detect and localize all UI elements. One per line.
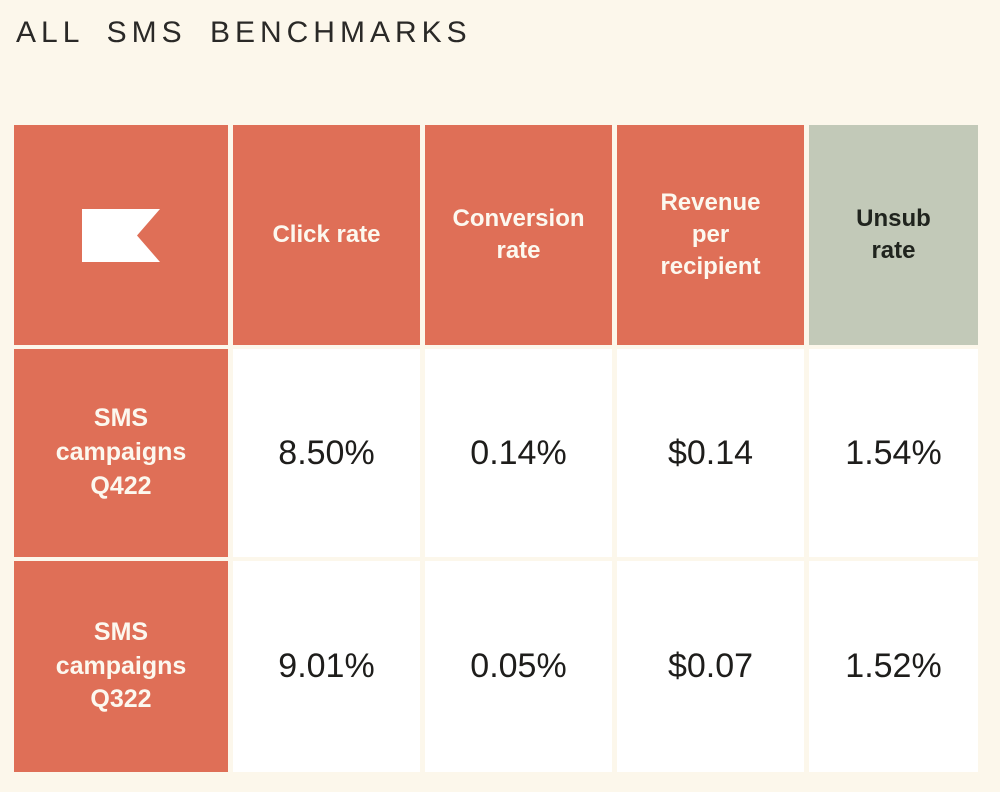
- cell-q322-unsub-rate: 1.52%: [809, 561, 978, 772]
- cell-value: $0.07: [667, 647, 754, 685]
- cell-q322-click-rate: 9.01%: [233, 561, 420, 772]
- cell-value: 9.01%: [278, 647, 375, 685]
- cell-q322-conversion-rate: 0.05%: [425, 561, 612, 772]
- column-header-revenue-per-recipient: Revenue per recipient: [617, 125, 804, 345]
- column-header-unsub-rate: Unsub rate: [809, 125, 978, 345]
- column-header-click-rate: Click rate: [233, 125, 420, 345]
- column-header-label: Conversion rate: [452, 205, 585, 264]
- cell-q322-revenue-per-recipient: $0.07: [617, 561, 804, 772]
- column-header-conversion-rate: Conversion rate: [425, 125, 612, 345]
- column-header-label: Click rate: [272, 221, 381, 249]
- cell-value: 0.05%: [470, 647, 567, 685]
- cell-value: 8.50%: [278, 433, 375, 472]
- column-header-label: Revenue per recipient: [660, 189, 761, 280]
- benchmarks-table: Click rate Conversion rate Revenue per r…: [14, 125, 978, 772]
- cell-q422-unsub-rate: 1.54%: [809, 349, 978, 557]
- row-header-label: SMS campaigns Q322: [55, 617, 187, 714]
- cell-value: 0.14%: [470, 433, 567, 472]
- cell-value: $0.14: [667, 433, 754, 472]
- klaviyo-flag-icon: [82, 208, 160, 262]
- row-header-q422: SMS campaigns Q422: [14, 349, 228, 557]
- cell-value: 1.54%: [845, 433, 942, 472]
- row-header-q322: SMS campaigns Q322: [14, 561, 228, 772]
- row-header-label: SMS campaigns Q422: [55, 404, 187, 500]
- cell-value: 1.52%: [845, 647, 942, 685]
- cell-q422-click-rate: 8.50%: [233, 349, 420, 557]
- cell-q422-revenue-per-recipient: $0.14: [617, 349, 804, 557]
- column-header-label: Unsub rate: [856, 205, 931, 264]
- brand-logo-cell: [14, 125, 228, 345]
- page-title: ALL SMS BENCHMARKS: [16, 16, 472, 49]
- cell-q422-conversion-rate: 0.14%: [425, 349, 612, 557]
